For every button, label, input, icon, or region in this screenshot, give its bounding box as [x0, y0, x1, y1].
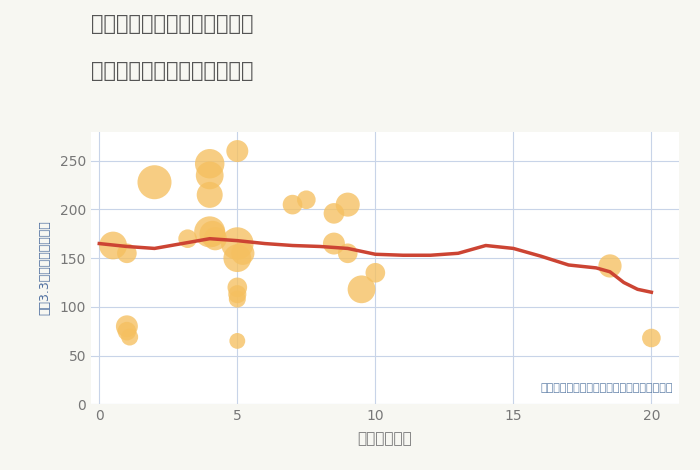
Point	[232, 337, 243, 345]
Point	[121, 328, 132, 335]
Point	[287, 201, 298, 208]
Point	[646, 334, 657, 342]
Point	[342, 250, 354, 257]
Point	[232, 295, 243, 303]
Point	[356, 286, 367, 293]
Point	[204, 160, 216, 167]
Point	[301, 196, 312, 204]
Point	[237, 250, 248, 257]
Text: 愛知県名古屋市中村区横井の: 愛知県名古屋市中村区横井の	[91, 14, 253, 34]
Point	[232, 290, 243, 298]
Text: 円の大きさは、取引のあった物件面積を示す: 円の大きさは、取引のあった物件面積を示す	[540, 384, 673, 393]
Y-axis label: 坪（3.3㎡）単価（万円）: 坪（3.3㎡）単価（万円）	[38, 220, 51, 315]
Point	[328, 210, 339, 217]
Point	[207, 230, 218, 238]
Point	[328, 240, 339, 247]
Point	[124, 333, 135, 341]
Point	[232, 254, 243, 262]
Point	[182, 235, 193, 243]
Point	[204, 228, 216, 235]
Point	[204, 191, 216, 199]
Point	[232, 147, 243, 155]
Point	[121, 322, 132, 330]
Point	[108, 242, 119, 249]
Point	[149, 179, 160, 186]
Point	[209, 235, 220, 243]
Point	[121, 250, 132, 257]
Point	[342, 201, 354, 208]
X-axis label: 駅距離（分）: 駅距離（分）	[358, 431, 412, 446]
Point	[232, 283, 243, 291]
Point	[370, 269, 381, 276]
Text: 駅距離別中古マンション価格: 駅距離別中古マンション価格	[91, 61, 253, 81]
Point	[604, 262, 615, 270]
Point	[232, 240, 243, 247]
Point	[204, 172, 216, 179]
